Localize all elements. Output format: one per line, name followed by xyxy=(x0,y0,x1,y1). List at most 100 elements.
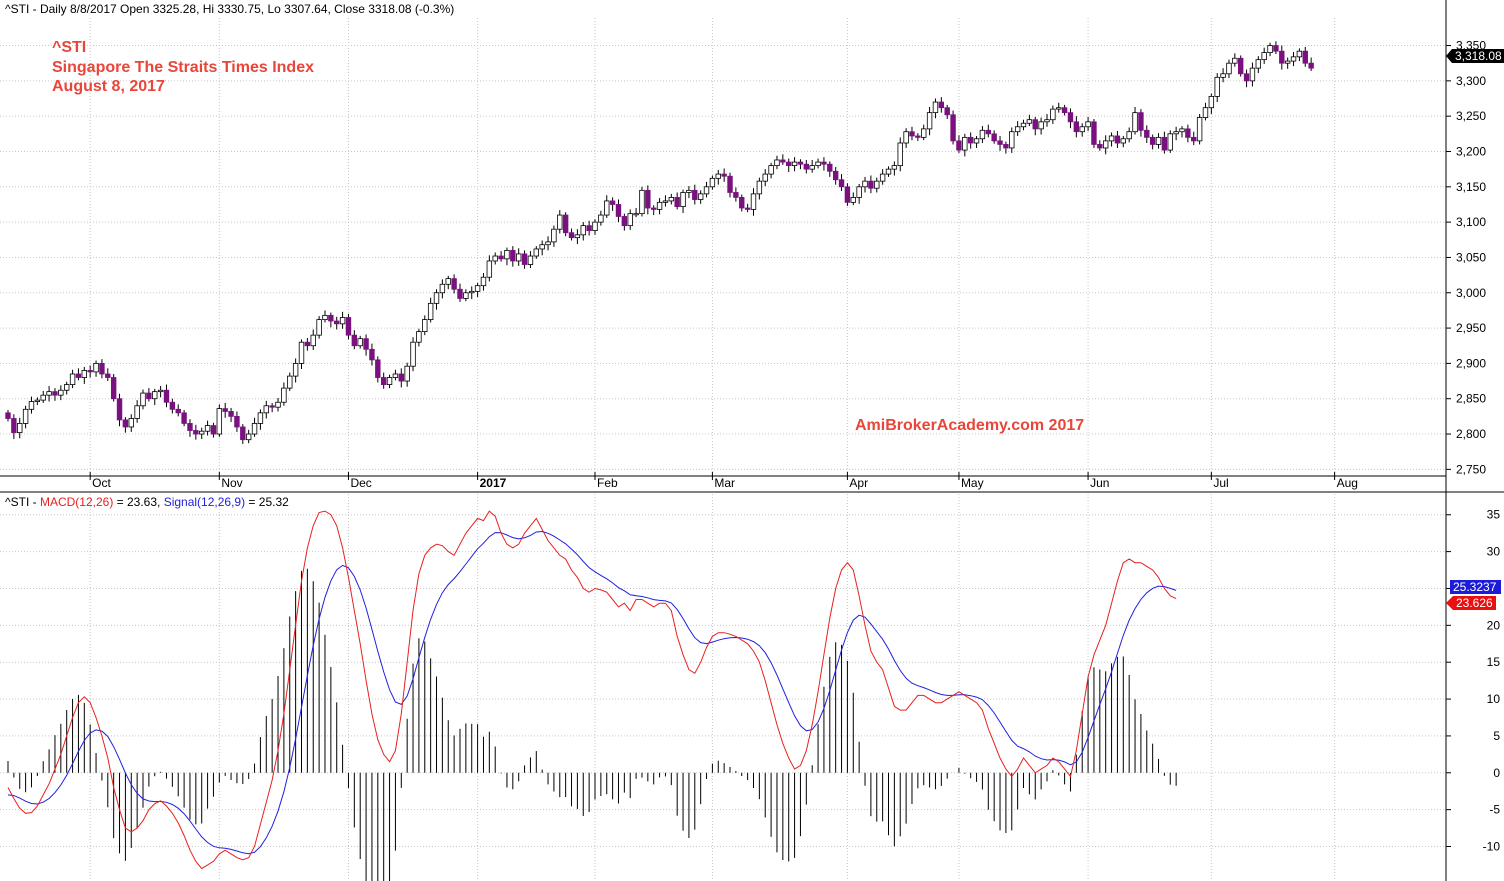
candlestick-series xyxy=(5,41,1314,444)
candle xyxy=(187,419,193,437)
candle xyxy=(463,289,469,302)
candle-body-up xyxy=(574,234,581,239)
macd-header-value: = 23.63, xyxy=(113,495,163,509)
candle-body-up xyxy=(287,375,293,389)
candle-body-up xyxy=(932,101,939,114)
candle-body-down xyxy=(797,161,804,165)
candle-body-down xyxy=(562,214,569,234)
candle xyxy=(915,133,921,141)
macd-header-label: MACD(12,26) xyxy=(40,495,113,509)
candle-body-up xyxy=(756,180,763,195)
candle-body-up xyxy=(1044,119,1050,123)
month-label: Jun xyxy=(1090,476,1109,490)
candle-body-up xyxy=(34,399,41,402)
price-tick-label: 2,900 xyxy=(1456,356,1486,370)
candle xyxy=(1161,131,1168,154)
candle xyxy=(1044,114,1050,127)
candle xyxy=(609,197,616,211)
candle xyxy=(128,414,134,432)
candle xyxy=(1073,116,1080,138)
candle xyxy=(510,246,516,267)
candle xyxy=(404,362,410,387)
candle xyxy=(615,199,622,223)
candle-body-up xyxy=(592,221,598,232)
price-header: ^STI - Daily 8/8/2017 Open 3325.28, Hi 3… xyxy=(5,2,454,16)
candle-body-up xyxy=(1026,119,1033,124)
candle xyxy=(697,190,704,204)
price-tick-label: 2,750 xyxy=(1456,462,1486,476)
candle-body-up xyxy=(1284,60,1291,64)
candle-body-up xyxy=(204,425,211,432)
price-tick-label: 3,150 xyxy=(1456,180,1486,194)
month-label: Dec xyxy=(350,476,371,490)
candle xyxy=(1102,135,1109,155)
candle-body-up xyxy=(275,401,281,408)
candle-body-up xyxy=(427,302,434,321)
candle xyxy=(392,369,399,381)
candle xyxy=(457,283,463,302)
title-name: Singapore The Straits Times Index xyxy=(52,59,314,76)
candle xyxy=(651,205,657,216)
candle xyxy=(1308,57,1314,71)
candle-body-up xyxy=(1296,50,1303,58)
candle-body-down xyxy=(1238,57,1244,75)
candle xyxy=(498,251,504,262)
candle xyxy=(1214,73,1220,103)
candle xyxy=(157,386,164,398)
candle-body-up xyxy=(310,334,316,347)
candle-body-down xyxy=(1091,121,1097,145)
candle xyxy=(1038,117,1044,135)
candle xyxy=(474,282,481,297)
candle xyxy=(1138,109,1144,137)
price-tag-label: 3,318.08 xyxy=(1455,49,1502,63)
candle xyxy=(979,126,986,144)
candle xyxy=(1120,135,1126,148)
candle xyxy=(809,159,815,173)
price-tick-label: 3,100 xyxy=(1456,215,1486,229)
candle xyxy=(234,411,240,432)
candle xyxy=(1144,125,1150,144)
candle-body-down xyxy=(99,362,105,375)
candle-body-down xyxy=(733,192,739,198)
candle xyxy=(245,429,252,444)
macd-tick-label: -5 xyxy=(1489,803,1500,817)
candle-body-up xyxy=(686,189,692,193)
candle xyxy=(821,157,827,171)
candle-body-down xyxy=(521,253,528,265)
candle-body-up xyxy=(257,412,264,424)
candle-body-up xyxy=(1208,95,1215,109)
candle-body-down xyxy=(1144,129,1150,138)
candle xyxy=(926,106,933,136)
candle xyxy=(674,192,680,210)
candle xyxy=(199,427,205,439)
candle xyxy=(1126,127,1132,143)
candle xyxy=(492,252,498,265)
candle-body-down xyxy=(169,401,176,410)
macd-y-axis: -10-505101520253035 xyxy=(1446,508,1500,854)
candle-body-down xyxy=(122,419,129,428)
candle xyxy=(222,402,228,418)
month-label: 2017 xyxy=(480,476,507,490)
candle-body-down xyxy=(105,373,111,378)
candle-body-down xyxy=(821,161,827,165)
candle-body-down xyxy=(1149,136,1156,145)
candle-body-down xyxy=(609,200,616,205)
candle-body-down xyxy=(727,175,733,193)
candle-body-up xyxy=(580,225,586,236)
candle-body-down xyxy=(498,255,504,260)
candle xyxy=(639,186,645,217)
candle-body-up xyxy=(245,433,252,441)
candle-body-up xyxy=(439,283,446,294)
price-tag: 3,318.08 xyxy=(1446,49,1504,63)
candle xyxy=(997,135,1003,151)
candle-body-down xyxy=(345,317,352,336)
candle-body-down xyxy=(586,225,592,232)
candle-body-up xyxy=(1108,135,1115,142)
candle xyxy=(181,410,187,427)
candle xyxy=(281,382,287,406)
month-label: Feb xyxy=(597,476,618,490)
candle-body-up xyxy=(1255,59,1262,69)
price-y-axis: 2,750 2,800 2,850 2,900 2,950 3,000 3,050 3,100… xyxy=(1446,39,1486,476)
candle-body-up xyxy=(1202,107,1209,118)
candle xyxy=(985,124,991,138)
